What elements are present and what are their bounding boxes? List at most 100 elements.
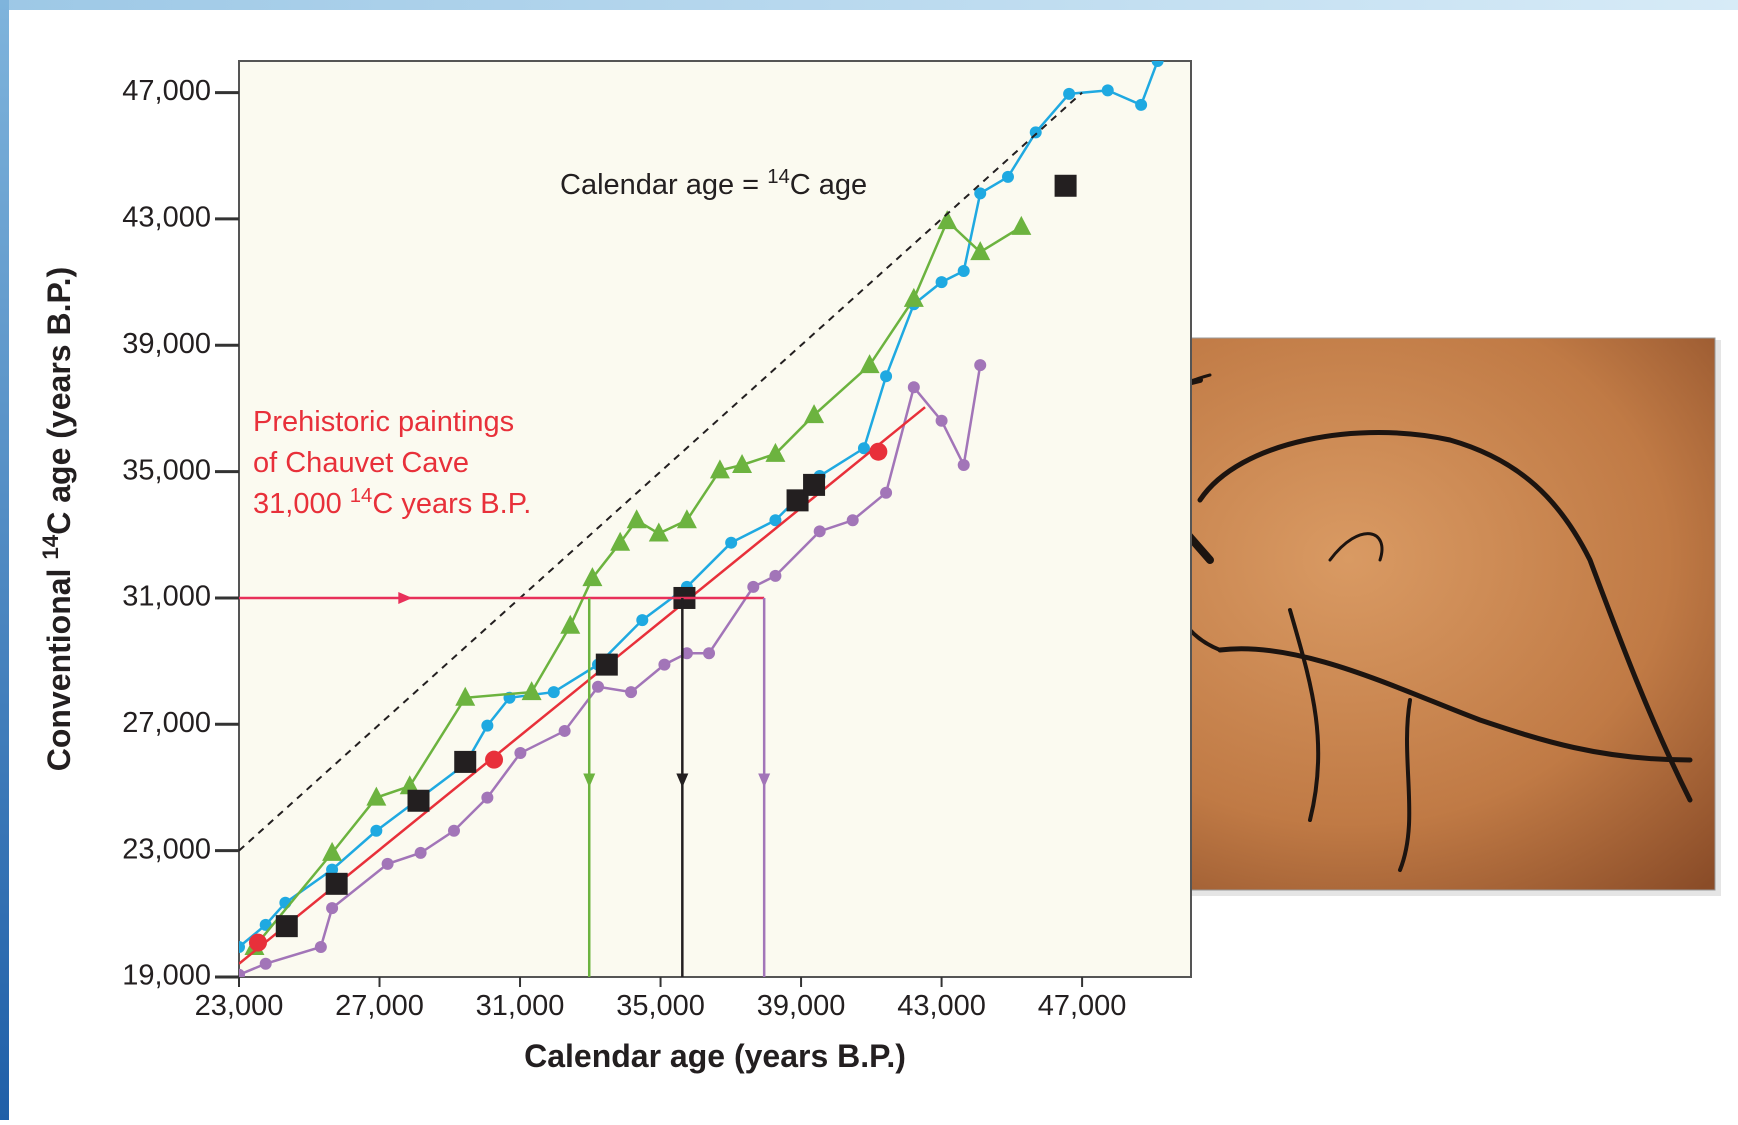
point (935, 414, 948, 427)
point (803, 473, 826, 496)
point (765, 442, 786, 462)
point (481, 791, 494, 804)
y-axis-label: Conventional 14C age (years B.P.) (38, 267, 78, 771)
text-part: 31,000 (253, 488, 350, 520)
y-tick-label: 47,000 (122, 75, 211, 107)
point (275, 915, 298, 938)
annotation: 31,000 14C years B.P. (253, 485, 531, 520)
point (1054, 174, 1077, 197)
point (974, 187, 987, 200)
point (957, 458, 970, 471)
point (560, 614, 581, 634)
point (381, 857, 394, 870)
point (747, 580, 760, 593)
point (558, 724, 571, 737)
text-part: Calendar age = (560, 169, 767, 201)
point (1011, 215, 1032, 235)
text-part: C age (790, 169, 867, 201)
point (399, 775, 420, 795)
point (786, 489, 809, 512)
point (248, 933, 267, 952)
point (1029, 126, 1042, 139)
y-tick-label: 43,000 (122, 202, 211, 234)
point (582, 567, 603, 587)
arrow-head (676, 773, 689, 788)
annotation: Calendar age = 14C age (560, 166, 867, 201)
point (813, 525, 826, 538)
text-part: C age (years B.P.) (41, 267, 77, 535)
arrow-head (398, 591, 413, 604)
point (1101, 84, 1114, 97)
point (769, 514, 782, 527)
point (595, 653, 618, 676)
x-tick-label: 27,000 (335, 990, 424, 1022)
y-tick-label: 19,000 (122, 960, 211, 992)
point (239, 940, 245, 953)
point (970, 241, 991, 261)
plot (239, 61, 1164, 977)
x-tick-label: 35,000 (616, 990, 705, 1022)
point (804, 404, 825, 424)
arrow-head (758, 773, 771, 788)
y-tick-label: 23,000 (122, 833, 211, 865)
point (407, 789, 430, 812)
point (937, 210, 958, 230)
y-axis-label-group: Conventional 14C age (years B.P.) (38, 267, 78, 771)
slide-top-bar (0, 0, 1738, 10)
x-tick-label: 23,000 (195, 990, 284, 1022)
point (648, 522, 669, 542)
point (859, 354, 880, 374)
series-line (239, 91, 1083, 852)
point (709, 459, 730, 479)
x-tick-label: 39,000 (757, 990, 846, 1022)
point (455, 686, 476, 706)
y-tick-label: 31,000 (122, 581, 211, 613)
series-line (239, 406, 926, 965)
text-part: Prehistoric paintings (253, 406, 514, 438)
point (314, 940, 327, 953)
point (732, 453, 753, 473)
point (366, 786, 387, 806)
point (1063, 87, 1076, 100)
point (935, 276, 948, 289)
point (326, 902, 339, 915)
annotation: of Chauvet Cave (253, 447, 469, 479)
point (592, 680, 605, 693)
point (325, 872, 348, 895)
text-part: Conventional (41, 560, 77, 772)
point (680, 647, 693, 660)
point (880, 486, 893, 499)
point (239, 968, 245, 977)
point (974, 359, 987, 372)
text-part: of Chauvet Cave (253, 447, 469, 479)
point (869, 442, 888, 461)
superscript: 14 (767, 166, 790, 188)
point (1135, 98, 1148, 111)
x-axis-label: Calendar age (years B.P.) (524, 1038, 906, 1074)
superscript: 14 (38, 534, 63, 559)
y-tick-label: 27,000 (122, 707, 211, 739)
point (903, 287, 924, 307)
y-tick-label: 35,000 (122, 454, 211, 486)
point (658, 658, 671, 671)
point (636, 614, 649, 627)
arrow-head (583, 773, 596, 788)
plot-area (238, 60, 1192, 978)
annotation: Prehistoric paintings (253, 406, 514, 438)
point (625, 686, 638, 699)
point (880, 370, 893, 383)
x-tick-label: 47,000 (1038, 990, 1127, 1022)
point (547, 686, 560, 699)
point (447, 824, 460, 837)
point (676, 509, 697, 529)
point (1001, 170, 1014, 183)
point (485, 750, 504, 769)
point (1151, 61, 1164, 67)
y-tick-label: 39,000 (122, 328, 211, 360)
point (454, 750, 477, 773)
point (857, 442, 870, 455)
text-part: C years B.P. (372, 488, 531, 520)
slide-side-bar (0, 0, 9, 1120)
